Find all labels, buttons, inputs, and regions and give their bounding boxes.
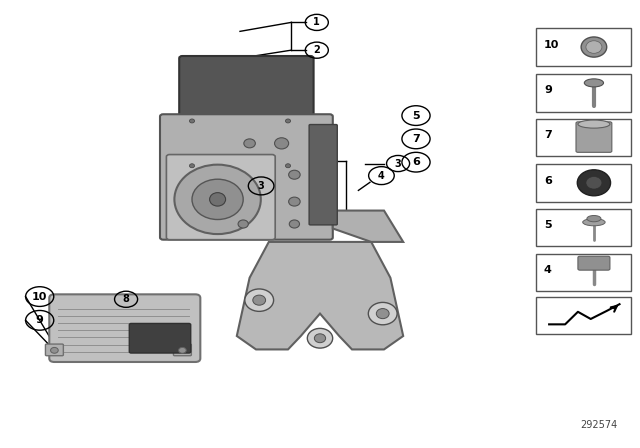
Ellipse shape [376, 309, 389, 319]
Ellipse shape [289, 170, 300, 179]
FancyBboxPatch shape [578, 256, 610, 270]
Ellipse shape [285, 164, 291, 168]
Ellipse shape [238, 220, 248, 228]
FancyBboxPatch shape [179, 56, 314, 128]
Bar [536, 28, 631, 66]
Ellipse shape [253, 295, 266, 305]
Text: 3: 3 [395, 159, 401, 168]
Text: 292574: 292574 [580, 420, 617, 430]
Ellipse shape [307, 328, 333, 348]
Ellipse shape [179, 348, 186, 353]
Ellipse shape [244, 139, 255, 148]
Text: 6: 6 [412, 157, 420, 167]
Text: 5: 5 [412, 111, 420, 121]
Ellipse shape [175, 165, 261, 234]
Ellipse shape [587, 215, 601, 222]
Text: 7: 7 [412, 134, 420, 144]
Text: 7: 7 [544, 130, 552, 140]
Bar [536, 119, 631, 156]
Text: 10: 10 [544, 40, 559, 50]
Ellipse shape [369, 302, 397, 325]
Ellipse shape [586, 41, 602, 53]
Ellipse shape [51, 348, 58, 353]
Text: 2: 2 [314, 45, 320, 55]
FancyBboxPatch shape [173, 344, 191, 356]
Ellipse shape [210, 193, 226, 206]
Ellipse shape [584, 79, 604, 87]
Ellipse shape [189, 119, 195, 123]
Bar [536, 209, 631, 246]
Text: 4: 4 [544, 265, 552, 275]
Text: 5: 5 [544, 220, 552, 230]
Polygon shape [333, 211, 403, 242]
FancyBboxPatch shape [129, 323, 191, 353]
Bar [536, 164, 631, 202]
FancyBboxPatch shape [166, 155, 275, 240]
Ellipse shape [582, 219, 605, 226]
Bar [536, 74, 631, 112]
Ellipse shape [581, 37, 607, 57]
Ellipse shape [189, 164, 195, 168]
Text: 8: 8 [123, 294, 129, 304]
Ellipse shape [192, 179, 243, 220]
Text: 3: 3 [258, 181, 264, 191]
Text: 4: 4 [378, 171, 385, 181]
FancyBboxPatch shape [45, 344, 63, 356]
Ellipse shape [578, 120, 610, 128]
FancyBboxPatch shape [160, 114, 333, 240]
Bar [536, 297, 631, 334]
Text: 1: 1 [314, 17, 320, 27]
Bar [536, 254, 631, 291]
Ellipse shape [577, 170, 611, 196]
Ellipse shape [586, 177, 602, 189]
FancyBboxPatch shape [309, 125, 337, 225]
Polygon shape [237, 242, 403, 349]
FancyBboxPatch shape [49, 294, 200, 362]
Ellipse shape [314, 334, 326, 343]
Text: 10: 10 [32, 292, 47, 302]
Ellipse shape [285, 119, 291, 123]
Text: 9: 9 [36, 315, 44, 325]
Ellipse shape [245, 289, 274, 311]
Text: 6: 6 [544, 176, 552, 185]
Ellipse shape [289, 197, 300, 206]
Text: 9: 9 [544, 86, 552, 95]
Ellipse shape [275, 138, 289, 149]
Ellipse shape [289, 220, 300, 228]
FancyBboxPatch shape [576, 122, 612, 152]
